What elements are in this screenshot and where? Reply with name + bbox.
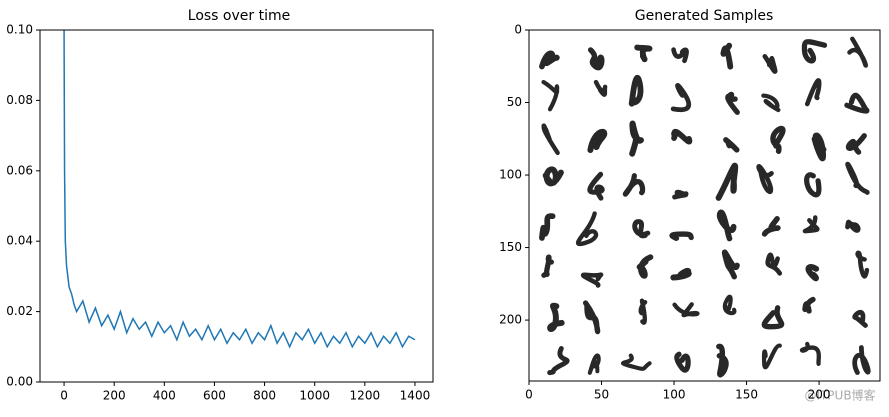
x-tick-label: 1000	[299, 389, 330, 403]
y-tick-label: 0.08	[6, 93, 33, 107]
y-tick-label: 0.02	[6, 304, 33, 318]
x-tick-label: 0	[60, 389, 68, 403]
digit-stroke	[845, 161, 870, 195]
x-tick-label: 400	[153, 389, 176, 403]
digit-stroke	[811, 132, 827, 162]
x-tick-label: 0	[525, 388, 533, 402]
digit-stroke	[638, 298, 648, 325]
digit-stroke	[669, 231, 694, 241]
loss-line	[63, 30, 416, 349]
digit-stroke	[582, 300, 601, 335]
x-tick-label: 600	[203, 389, 226, 403]
digit-stroke	[761, 216, 781, 237]
digit-stroke	[593, 79, 608, 97]
y-tick-label: 50	[507, 95, 522, 109]
digit-stroke	[761, 93, 781, 113]
y-tick-label: 200	[499, 313, 522, 327]
plot-frame	[528, 29, 881, 382]
digit-stroke	[723, 137, 740, 153]
digit-stroke	[541, 254, 554, 278]
y-tick-label: 0.04	[6, 234, 33, 248]
plot-frame	[39, 29, 434, 383]
y-tick-label: 0.00	[6, 375, 33, 389]
digit-stroke	[622, 173, 646, 197]
digit-stroke	[847, 36, 868, 68]
chart-title: Loss over time	[188, 8, 290, 24]
digit-stroke	[542, 166, 564, 187]
digit-stroke	[722, 294, 737, 316]
y-tick-label: 0.06	[6, 163, 33, 177]
digit-stroke	[804, 78, 822, 107]
digit-stroke	[629, 120, 644, 157]
digit-stroke	[541, 123, 560, 156]
digit-stroke	[721, 249, 740, 280]
digit-stroke	[628, 75, 644, 107]
digit-stroke	[587, 128, 608, 154]
digit-stroke	[547, 302, 565, 333]
x-tick-label: 100	[663, 388, 686, 402]
digit-stroke	[671, 128, 693, 145]
digit-stroke	[621, 353, 652, 371]
digit-stroke	[715, 162, 739, 201]
digit-stroke	[716, 209, 737, 242]
x-tick-label: 150	[735, 388, 758, 402]
x-tick-label: 50	[594, 388, 609, 402]
digit-stroke	[844, 92, 870, 114]
digit-stroke	[716, 343, 729, 378]
digit-stroke	[671, 47, 689, 64]
digit-stroke	[670, 83, 692, 113]
x-tick-label: 1200	[350, 389, 381, 403]
digit-stroke	[632, 219, 651, 239]
digit-stroke	[852, 345, 871, 375]
digit-stroke	[587, 353, 601, 375]
digit-stroke	[802, 215, 820, 234]
digit-stroke	[539, 50, 560, 70]
digit-stroke	[756, 164, 774, 194]
digit-stroke	[845, 133, 867, 155]
digit-stroke	[587, 47, 605, 71]
digit-stroke	[802, 296, 816, 314]
x-tick-label: 200	[103, 389, 126, 403]
digit-stroke	[576, 211, 599, 247]
digit-stroke	[547, 346, 570, 376]
digit-stroke	[541, 79, 560, 112]
digit-stroke	[761, 343, 782, 370]
y-tick-label: 150	[499, 240, 522, 254]
digit-stroke	[634, 44, 653, 63]
digit-stroke	[804, 172, 822, 198]
digit-stroke	[852, 309, 868, 328]
x-tick-label: 200	[808, 388, 831, 402]
digit-stroke	[765, 252, 783, 276]
y-tick-label: 0.10	[6, 23, 33, 37]
watermark: @ITPUB博客	[804, 388, 875, 403]
digit-stroke	[762, 54, 778, 74]
digit-stroke	[539, 213, 556, 241]
digit-stroke	[799, 341, 822, 366]
y-tick-label: 0	[514, 23, 522, 37]
x-tick-label: 800	[253, 389, 276, 403]
digit-stroke	[580, 272, 604, 288]
digit-stroke	[805, 264, 820, 282]
digit-stroke	[801, 39, 828, 64]
digit-stroke	[770, 125, 786, 154]
digit-stroke	[725, 91, 740, 115]
digit-stroke	[672, 189, 689, 200]
digit-stroke	[587, 171, 605, 201]
digit-stroke	[845, 219, 861, 233]
digit-stroke	[674, 351, 691, 373]
digit-stroke	[855, 250, 870, 279]
chart-title: Generated Samples	[635, 8, 774, 24]
digit-stroke	[672, 302, 700, 318]
y-tick-label: 100	[499, 168, 522, 182]
digit-stroke	[761, 305, 785, 330]
x-tick-label: 1400	[400, 389, 431, 403]
digit-stroke	[636, 254, 654, 279]
digit-stroke	[670, 267, 692, 281]
digit-stroke	[720, 42, 734, 70]
